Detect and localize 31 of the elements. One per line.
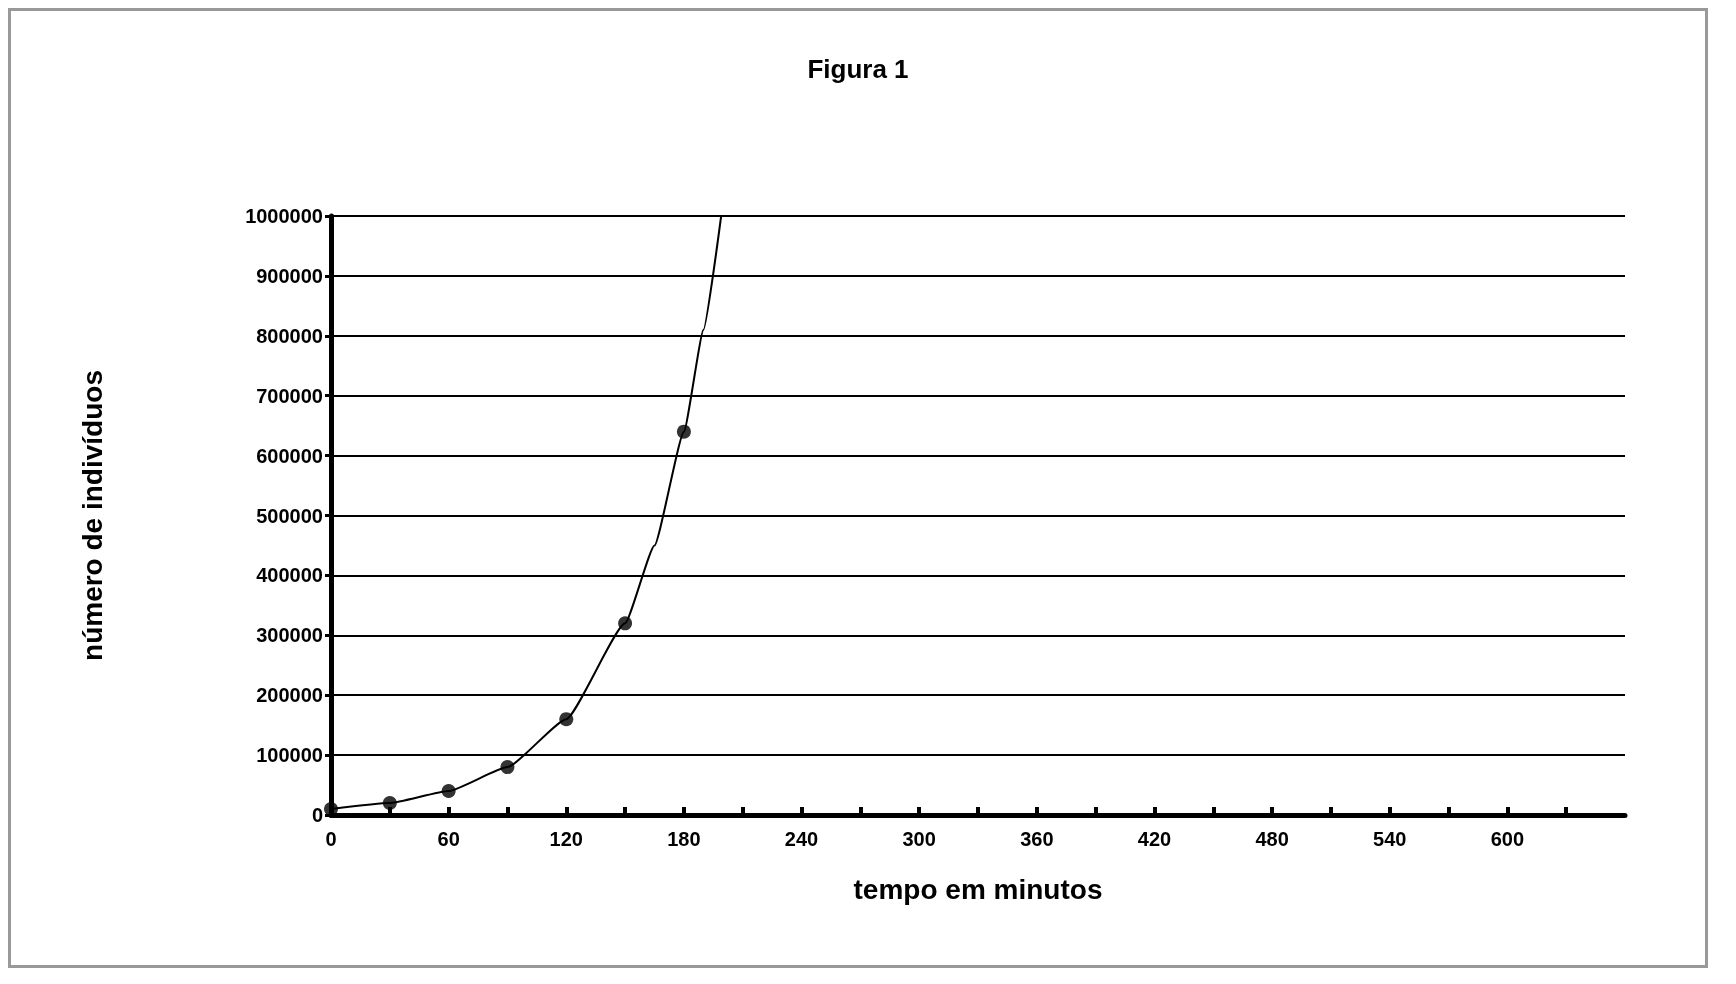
x-tick-label: 600 xyxy=(1490,828,1525,850)
y-tick-label: 900000 xyxy=(256,264,323,287)
x-tick-label: 0 xyxy=(325,828,337,850)
y-tick-label: 700000 xyxy=(256,384,323,407)
x-tick-label: 120 xyxy=(549,828,583,850)
x-tick-label: 180 xyxy=(667,828,701,850)
y-tick-label: 100000 xyxy=(256,744,323,767)
y-tick-label: 500000 xyxy=(256,504,323,527)
x-tick-label: 300 xyxy=(902,828,936,850)
point xyxy=(382,796,397,811)
y-tick-label: 600000 xyxy=(256,444,323,467)
x-tick-label: 420 xyxy=(1137,828,1172,850)
x-tick-label: 60 xyxy=(437,828,460,850)
point xyxy=(441,784,456,799)
y-axis-title: número de indivíduos xyxy=(76,370,108,661)
y-tick-label: 400000 xyxy=(256,564,323,587)
x-tick-label: 480 xyxy=(1255,828,1289,850)
x-tick-label: 240 xyxy=(784,828,819,850)
y-tick-label: 800000 xyxy=(256,324,323,347)
point xyxy=(618,616,633,631)
chart-title: Figura 1 xyxy=(807,54,909,84)
x-axis-title: tempo em minutos xyxy=(853,873,1103,905)
y-tick-label: 0 xyxy=(311,804,323,826)
point xyxy=(559,712,574,727)
y-tick-label: 300000 xyxy=(256,624,323,647)
point xyxy=(676,424,691,439)
x-tick-label: 540 xyxy=(1373,828,1407,850)
x-tick-label: 360 xyxy=(1020,828,1054,850)
y-tick-label: 1000000 xyxy=(245,205,323,227)
y-tick-label: 200000 xyxy=(256,684,323,707)
point xyxy=(500,760,515,775)
